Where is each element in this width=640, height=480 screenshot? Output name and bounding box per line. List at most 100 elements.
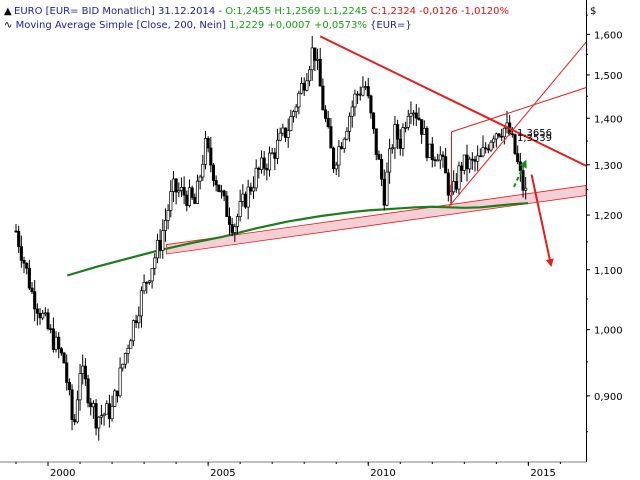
price-bar-body <box>209 147 213 166</box>
price-bar-body <box>489 141 493 151</box>
x-tick-label: 2010 <box>370 468 395 479</box>
price-bar-body <box>22 259 26 264</box>
price-bar-body <box>374 128 378 155</box>
price-bar-body <box>460 165 464 171</box>
price-bar-body <box>150 268 154 282</box>
price-bar-body <box>486 148 490 151</box>
price-bar-body <box>478 155 482 158</box>
price-bar-body <box>182 186 186 196</box>
price-bar-body <box>187 187 192 206</box>
price-bar-body <box>30 287 34 293</box>
price-bar-body <box>465 154 469 170</box>
price-bar-body <box>350 106 354 117</box>
price-bar-body <box>214 180 218 186</box>
price-bar-body <box>206 138 210 149</box>
price-bar-body <box>518 161 522 172</box>
price-bar-body <box>366 86 370 97</box>
legend-line-2: ∿ Moving Average Simple [Close, 200, Nei… <box>4 20 412 31</box>
price-bar-body <box>54 336 58 350</box>
price-bar-body <box>372 112 376 130</box>
price-bar-body <box>473 159 477 162</box>
y-tick-label: 1,100 <box>594 266 623 277</box>
price-bar-body <box>524 187 528 191</box>
price-bar-body <box>257 167 261 170</box>
price-bar-body <box>273 152 277 159</box>
price-bar-body <box>385 171 389 206</box>
plot-area <box>0 0 587 463</box>
price-bar-body <box>33 291 37 310</box>
price-bar-body <box>254 167 258 189</box>
price-bar-body <box>326 118 330 128</box>
bullish-arrow <box>513 159 527 188</box>
price-bar-body <box>364 86 368 88</box>
price-bar-body <box>484 147 488 150</box>
price-bar-body <box>155 239 159 259</box>
price-bar-body <box>179 186 184 191</box>
price-bar-body <box>265 168 269 171</box>
price-bar-body <box>121 363 125 369</box>
trendlines-layer <box>319 35 587 208</box>
price-bar-body <box>297 92 301 108</box>
price-bar-body <box>222 190 226 197</box>
y-tick-label: 1,300 <box>594 161 623 172</box>
price-bar-body <box>241 193 245 202</box>
y-tick-label: 1,200 <box>594 211 623 222</box>
price-bar-body <box>289 116 293 132</box>
price-bar-body <box>195 180 200 204</box>
price-bar-body <box>65 362 69 383</box>
x-tick-label: 2000 <box>50 468 75 479</box>
price-bar-body <box>438 154 442 161</box>
price-bar-body <box>307 69 312 82</box>
price-bar-body <box>361 86 365 96</box>
legend-ohl: O:1,2455 H:1,2569 L:1,2245 <box>225 6 367 17</box>
price-bar-body <box>110 406 114 420</box>
price-bar-body <box>198 176 202 182</box>
y-tick-label: 1,000 <box>594 326 623 337</box>
legend-instrument: EURO [EUR= BID Monatlich] 31.12.2014 - <box>14 6 225 17</box>
price-annotation-2: 1,3539 <box>517 133 552 144</box>
resistance-trendline <box>319 35 587 167</box>
price-bar-body <box>420 119 424 135</box>
price-bar-body <box>83 365 87 380</box>
price-bar-body <box>291 111 296 117</box>
price-bar-body <box>67 382 71 391</box>
price-bar-body <box>89 402 93 408</box>
price-bar-body <box>321 85 325 111</box>
price-bar-body <box>91 403 95 408</box>
price-bar-body <box>203 138 208 165</box>
price-bar-body <box>270 152 274 155</box>
price-bar-body <box>134 320 138 324</box>
support-channel <box>166 184 587 255</box>
price-bar-body <box>113 390 117 407</box>
price-bar-body <box>305 80 309 91</box>
price-bar-body <box>19 246 23 261</box>
price-bar-body <box>99 415 103 418</box>
price-bar-body <box>412 112 416 115</box>
price-bar-body <box>457 165 461 190</box>
price-bar-body <box>235 216 240 227</box>
price-bar-body <box>278 132 282 141</box>
price-bar-body <box>382 178 386 206</box>
price-bar-body <box>14 230 18 233</box>
price-bar-body <box>86 378 90 404</box>
price-bar-body <box>78 373 82 401</box>
price-bar-body <box>137 315 141 324</box>
price-bar-body <box>185 194 189 206</box>
price-bar-body <box>158 239 162 251</box>
price-bar-body <box>102 413 106 417</box>
price-bar-body <box>219 190 224 193</box>
price-bar-body <box>126 347 130 354</box>
price-bar-body <box>211 164 216 181</box>
price-bar-body <box>353 93 357 108</box>
price-bar-body <box>310 47 314 71</box>
price-bar-body <box>476 155 480 162</box>
price-bar-body <box>227 216 232 225</box>
legend-ma-icon: ∿ <box>4 20 12 31</box>
price-bar-body <box>81 365 85 374</box>
legend-close: C:1,2324 -0,0126 -1,0120% <box>371 6 509 17</box>
price-bar-body <box>169 191 173 211</box>
price-bar-body <box>115 390 119 397</box>
price-bar-body <box>302 83 306 91</box>
price-bar-body <box>358 93 362 96</box>
price-bar-body <box>481 147 485 157</box>
